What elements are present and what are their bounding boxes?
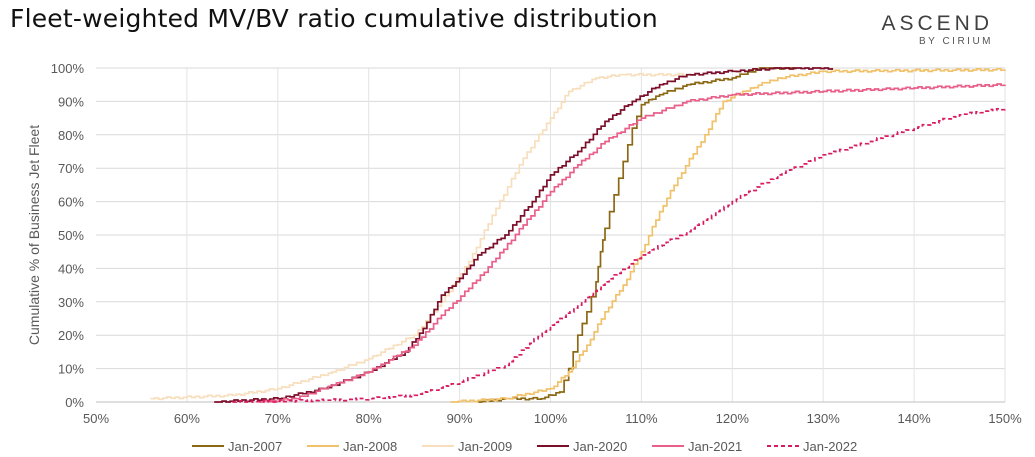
y-tick-label: 60% <box>58 195 84 210</box>
x-tick-label: 90% <box>447 411 473 426</box>
x-tick-label: 70% <box>265 411 291 426</box>
y-axis-label: Cumulative % of Business Jet Fleet <box>26 125 42 345</box>
legend-label: Jan-2020 <box>573 439 627 454</box>
x-axis-ticks: 50% 60% 70% 80% 90% 100% 110% 120% 130% 140% 150% <box>83 411 1022 426</box>
y-tick-label: 30% <box>58 295 84 310</box>
y-tick-label: 80% <box>58 128 84 143</box>
y-tick-label: 70% <box>58 161 84 176</box>
legend-label: Jan-2022 <box>803 439 857 454</box>
legend-label: Jan-2021 <box>688 439 742 454</box>
x-tick-label: 120% <box>716 411 750 426</box>
series-line-jan-2009 <box>150 72 688 401</box>
series-line-jan-2008 <box>450 67 1006 403</box>
x-tick-label: 150% <box>988 411 1022 426</box>
legend: Jan-2007 Jan-2008 Jan-2009 Jan-2020 Jan-2021… <box>192 439 857 454</box>
series-line-jan-2007 <box>477 67 797 403</box>
legend-label: Jan-2007 <box>228 439 282 454</box>
x-tick-label: 50% <box>83 411 109 426</box>
series-line-jan-2021 <box>259 83 1006 403</box>
x-tick-label: 110% <box>625 411 658 426</box>
y-tick-label: 100% <box>51 61 85 76</box>
x-tick-label: 140% <box>897 411 931 426</box>
legend-label: Jan-2008 <box>343 439 397 454</box>
y-tick-label: 90% <box>58 94 84 109</box>
series-line-jan-2022 <box>232 107 1006 403</box>
y-tick-label: 10% <box>58 362 84 377</box>
x-tick-label: 130% <box>807 411 841 426</box>
ascend-logo: ASCEND BY CIRIUM <box>881 12 993 47</box>
series-lines <box>150 67 1006 403</box>
y-axis-ticks: 0% 10% 20% 30% 40% 50% 60% 70% 80% 90% 100% <box>51 61 85 410</box>
chart-title: Fleet-weighted MV/BV ratio cumulative di… <box>10 4 658 33</box>
y-tick-label: 50% <box>58 228 84 243</box>
logo-sub-text: BY CIRIUM <box>919 36 993 47</box>
y-tick-label: 0% <box>65 395 84 410</box>
x-tick-label: 100% <box>534 411 568 426</box>
logo-main-text: ASCEND <box>881 12 993 35</box>
legend-label: Jan-2009 <box>458 439 512 454</box>
y-tick-label: 40% <box>58 261 84 276</box>
y-tick-label: 20% <box>58 328 84 343</box>
x-tick-label: 60% <box>174 411 200 426</box>
x-tick-label: 80% <box>356 411 382 426</box>
